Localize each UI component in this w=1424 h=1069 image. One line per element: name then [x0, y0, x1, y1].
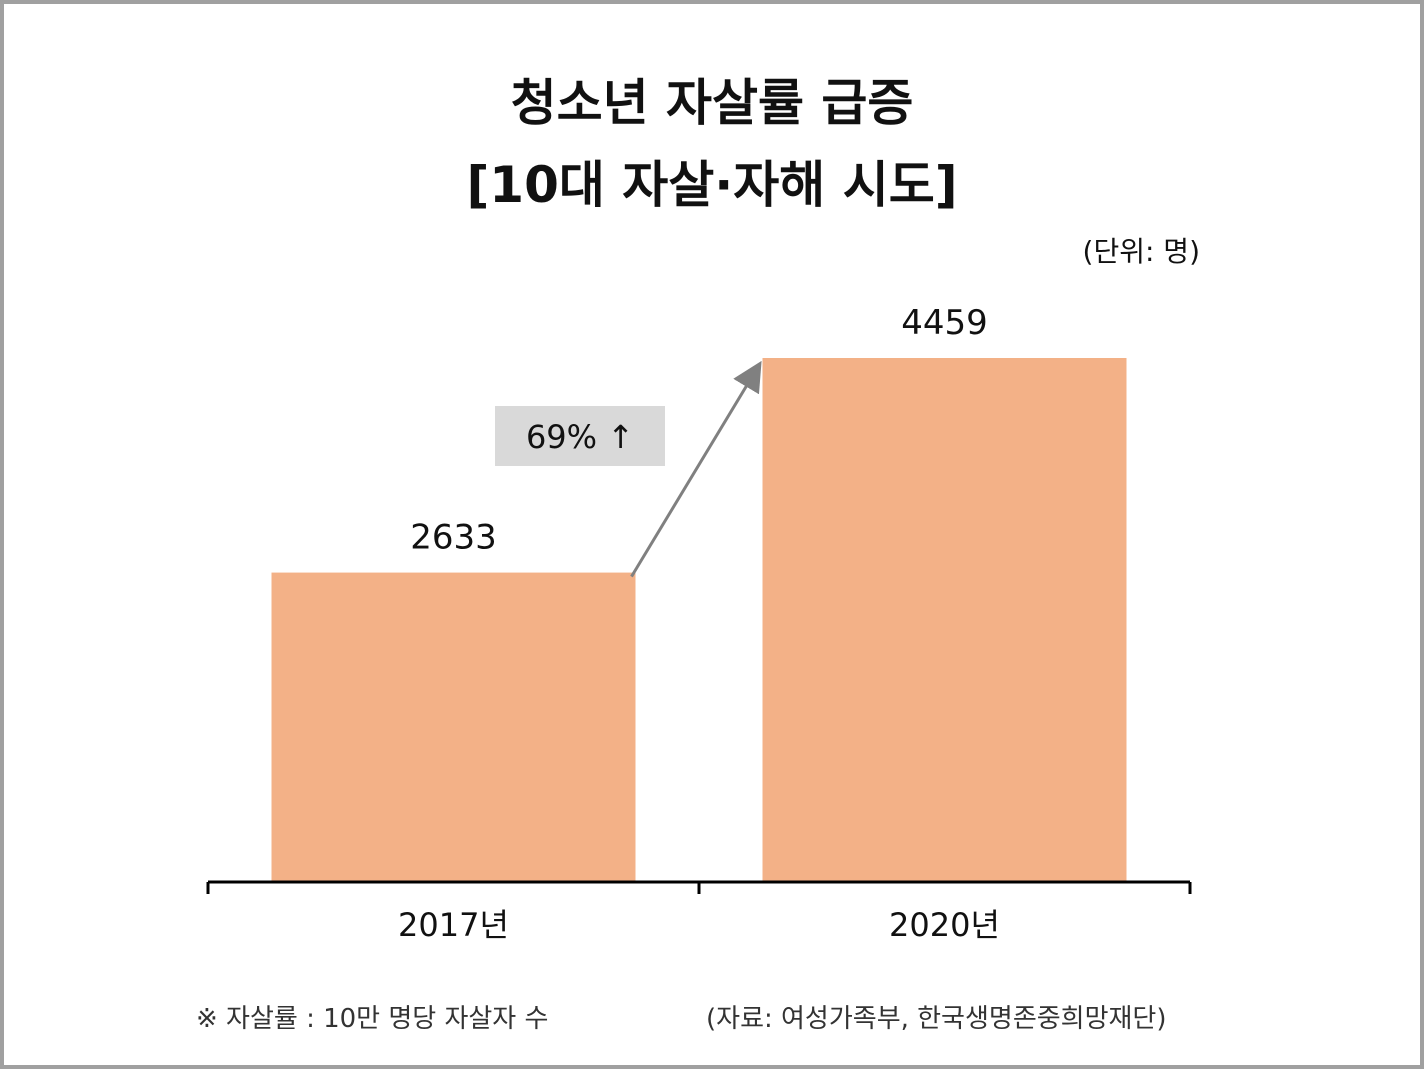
footnote-definition: ※ 자살률 : 10만 명당 자살자 수 — [196, 1004, 549, 1034]
bar-2020년 — [762, 358, 1127, 882]
chart-title-line-2: [10대 자살·자해 시도] — [466, 156, 958, 214]
unit-label: (단위: 명) — [1082, 235, 1200, 268]
x-tick-label-2017년: 2017년 — [398, 906, 509, 944]
x-tick-label-2020년: 2020년 — [889, 906, 1000, 944]
growth-annotation-box — [495, 406, 665, 466]
footnote-source: (자료: 여성가족부, 한국생명존중희망재단) — [706, 1004, 1167, 1034]
growth-arrow — [630, 360, 762, 578]
data-label-2020년: 4459 — [901, 303, 988, 343]
data-label-2017년: 2633 — [410, 518, 497, 558]
chart-title-line-1: 청소년 자살률 급증 — [510, 74, 914, 132]
bar-2017년 — [271, 572, 636, 882]
growth-annotation-label: 69% ↑ — [526, 418, 634, 456]
